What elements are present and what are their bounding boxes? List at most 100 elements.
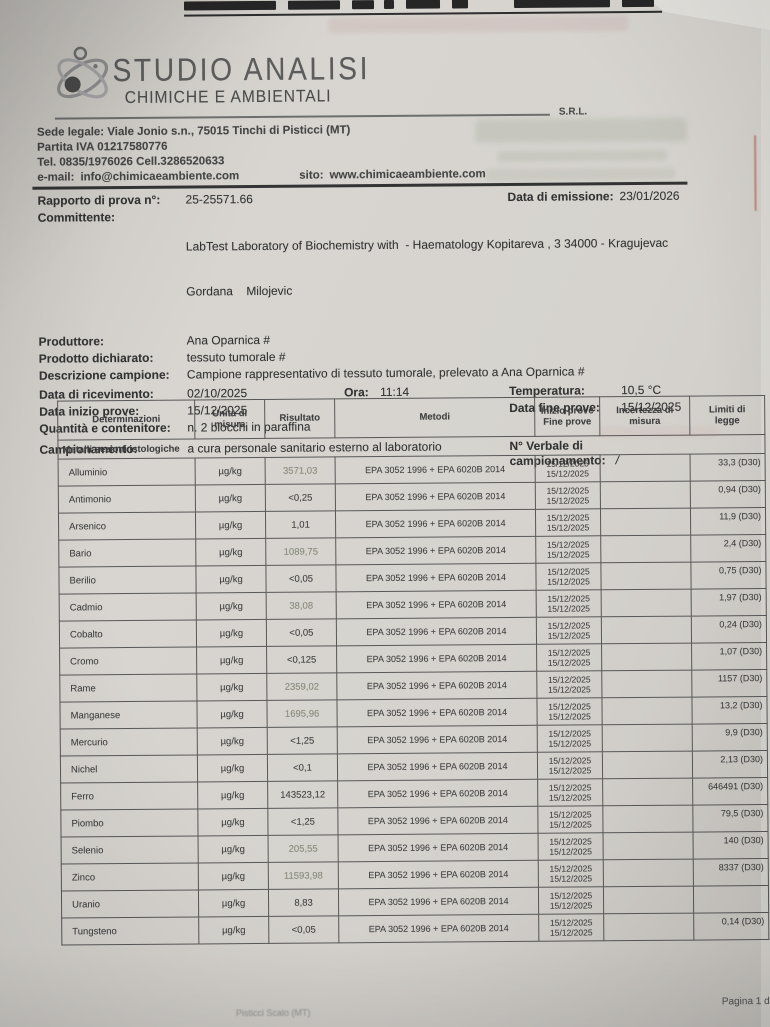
unit-cell: µg/kg xyxy=(196,673,267,701)
sample-description-label: Descrizione campione: xyxy=(38,367,170,383)
method-cell: EPA 3052 1996 + EPA 6020B 2014 xyxy=(337,752,538,781)
cutoff-blob xyxy=(287,0,341,10)
limit-cell: 140 (D30) xyxy=(693,831,769,860)
method-cell: EPA 3052 1996 + EPA 6020B 2014 xyxy=(335,482,536,511)
uncertainty-cell xyxy=(603,886,694,914)
dates-cell: 15/12/2025 15/12/2025 xyxy=(538,886,604,915)
method-cell: EPA 3052 1996 + EPA 6020B 2014 xyxy=(337,779,538,808)
bleed-through-text xyxy=(485,167,676,182)
unit-cell: µg/kg xyxy=(198,889,269,917)
end-date: 15/12/2025 xyxy=(546,522,590,533)
unit-cell: µg/kg xyxy=(196,700,268,728)
dates-cell: 15/12/2025 15/12/2025 xyxy=(535,562,602,591)
unit-cell: µg/kg xyxy=(195,538,266,566)
result-cell: 1,01 xyxy=(265,510,336,539)
table-row: > Tungsteno µg/kg <0,05 EPA 3052 1996 + … xyxy=(61,912,769,946)
emission-date-label: Data di emissione: xyxy=(507,189,614,205)
report-number-label: Rapporto di prova n°: xyxy=(37,192,161,208)
cutoff-blob xyxy=(351,0,375,10)
client-value: LabTest Laboratory of Biochemistry with … xyxy=(186,206,669,330)
sample-description-value: Campione rappresentativo di tessuto tumo… xyxy=(186,364,585,382)
dates-cell: 15/12/2025 15/12/2025 xyxy=(538,913,604,942)
dates-cell: 15/12/2025 15/12/2025 xyxy=(536,697,603,726)
unit-cell: µg/kg xyxy=(197,727,268,755)
unit-cell: µg/kg xyxy=(197,754,268,782)
cutoff-blob xyxy=(621,0,655,8)
start-date: 15/12/2025 xyxy=(546,512,590,523)
method-cell: EPA 3052 1996 + EPA 6020B 2014 xyxy=(337,806,539,835)
end-date: 15/12/2025 xyxy=(546,468,589,479)
end-date: 15/12/2025 xyxy=(548,738,592,749)
limit-cell: 9,9 (D30) xyxy=(692,723,768,752)
end-date: 15/12/2025 xyxy=(547,657,591,668)
determination-name: Mercurio xyxy=(70,736,108,748)
producer-label: Produttore: xyxy=(38,334,105,349)
uncertainty-cell xyxy=(600,454,691,482)
col-metodi: Metodi xyxy=(334,397,535,438)
start-date: 15/12/2025 xyxy=(546,485,590,496)
limit-cell: 0,94 (D30) xyxy=(690,480,766,509)
start-date: 15/12/2025 xyxy=(546,458,589,469)
result-cell: 38,08 xyxy=(266,591,337,620)
bleed-through-logo xyxy=(474,117,688,144)
dates-cell: 15/12/2025 15/12/2025 xyxy=(536,589,602,618)
col-limiti-line1: Limiti di xyxy=(708,403,746,416)
method-cell: EPA 3052 1996 + EPA 6020B 2014 xyxy=(338,860,539,889)
uncertainty-cell xyxy=(601,643,692,671)
method-cell: EPA 3052 1996 + EPA 6020B 2014 xyxy=(336,617,537,646)
product-value: tessuto tumorale # xyxy=(186,349,286,365)
client-label: Committente: xyxy=(37,210,116,225)
limit-cell: 11,9 (D30) xyxy=(690,507,766,536)
result-cell: 1695,96 xyxy=(266,699,338,728)
unit-cell: µg/kg xyxy=(195,511,266,539)
determination-name: Cadmio xyxy=(69,601,103,613)
uncertainty-cell xyxy=(601,697,693,725)
cutoff-blob xyxy=(405,0,441,9)
start-date: 15/12/2025 xyxy=(549,863,593,874)
start-date: 15/12/2025 xyxy=(548,701,591,712)
end-date: 15/12/2025 xyxy=(548,792,592,803)
determination-name: Alluminio xyxy=(68,466,108,478)
site-label: sito: xyxy=(299,169,324,182)
unit-cell: µg/kg xyxy=(196,592,267,620)
uncertainty-cell xyxy=(602,724,693,752)
brand-divider xyxy=(54,113,550,120)
results-table: Determinazioni Unità di misura Risultato… xyxy=(57,395,769,946)
uncertainty-cell xyxy=(602,805,694,833)
limit-cell: 13,2 (D30) xyxy=(691,696,768,725)
uncertainty-cell xyxy=(600,535,691,563)
unit-cell: µg/kg xyxy=(198,835,269,863)
method-cell: EPA 3052 1996 + EPA 6020B 2014 xyxy=(336,590,537,619)
atom-orbits-icon xyxy=(51,42,114,108)
determination-name: Manganese xyxy=(70,709,121,721)
method-cell: EPA 3052 1996 + EPA 6020B 2014 xyxy=(336,698,538,727)
dates-cell: 15/12/2025 15/12/2025 xyxy=(538,832,604,861)
producer-value: Ana Oparnica # xyxy=(186,332,271,348)
bleed-through-text xyxy=(497,149,668,163)
col-limiti: Limiti di legge xyxy=(689,395,765,436)
unit-cell: µg/kg xyxy=(197,781,268,809)
uncertainty-cell xyxy=(603,859,694,887)
method-cell: EPA 3052 1996 + EPA 6020B 2014 xyxy=(335,563,537,592)
start-date: 15/12/2025 xyxy=(549,890,593,901)
limit-cell: 1157 (D30) xyxy=(691,669,767,698)
dates-cell: 15/12/2025 15/12/2025 xyxy=(538,859,604,888)
result-cell: <0,1 xyxy=(267,753,338,782)
emission-date-value: 23/01/2026 xyxy=(619,188,680,204)
limit-cell: 1,07 (D30) xyxy=(691,642,767,671)
red-edge-line xyxy=(754,135,757,212)
uncertainty-cell xyxy=(601,670,692,698)
client-row: Committente: LabTest Laboratory of Bioch… xyxy=(38,205,754,331)
method-cell: EPA 3052 1996 + EPA 6020B 2014 xyxy=(335,455,536,484)
uncertainty-cell xyxy=(600,508,691,536)
limit-cell: 646491 (D30) xyxy=(692,777,768,806)
limit-cell: 33,3 (D30) xyxy=(690,453,766,482)
legal-form: S.R.L. xyxy=(558,106,588,118)
col-inizio-line: Inizio prove xyxy=(540,404,594,417)
unit-cell: µg/kg xyxy=(195,457,266,485)
uncertainty-cell xyxy=(600,481,691,509)
start-date: 15/12/2025 xyxy=(547,566,590,577)
uncertainty-cell xyxy=(601,589,692,617)
